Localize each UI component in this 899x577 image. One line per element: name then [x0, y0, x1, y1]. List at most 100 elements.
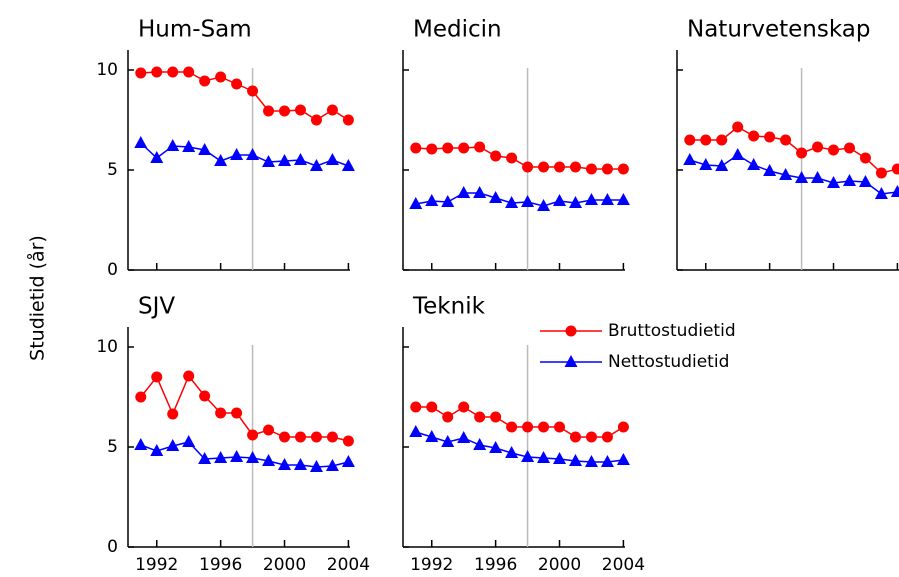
triangle-marker [341, 159, 355, 171]
circle-marker [585, 431, 597, 443]
circle-marker [458, 401, 470, 413]
triangle-marker [182, 435, 196, 447]
x-tick-label: 2004 [327, 555, 370, 575]
circle-marker [342, 114, 354, 126]
circle-marker [326, 431, 338, 443]
circle-marker [748, 130, 760, 142]
x-tick-label: 2000 [263, 555, 306, 575]
circle-marker [474, 141, 486, 153]
circle-marker [490, 150, 502, 162]
circle-marker [151, 66, 163, 78]
circle-marker [231, 78, 243, 90]
triangle-marker [214, 451, 228, 463]
circle-marker [522, 161, 534, 173]
circle-marker [617, 421, 629, 433]
circle-marker [458, 142, 470, 154]
circle-marker [442, 142, 454, 154]
triangle-marker [505, 196, 519, 208]
triangle-marker [811, 171, 825, 183]
series-line [140, 71, 349, 121]
circle-marker [294, 104, 306, 116]
triangle-marker [214, 154, 228, 166]
y-tick-label: 0 [107, 537, 118, 557]
panel-title: Teknik [412, 294, 486, 320]
triangle-marker [568, 454, 582, 466]
panel-title: Naturvetenskap [687, 17, 870, 43]
triangle-marker [230, 148, 244, 160]
circle-marker [522, 421, 534, 433]
x-tick-label: 1996 [199, 555, 242, 575]
circle-marker [410, 142, 422, 154]
x-tick-label: 1992 [410, 555, 453, 575]
circle-marker [215, 71, 227, 83]
circle-marker [199, 390, 211, 402]
triangle-marker [473, 438, 487, 450]
circle-marker [891, 163, 899, 175]
circle-marker [135, 391, 147, 403]
triangle-marker [278, 154, 292, 166]
triangle-marker [441, 435, 455, 447]
triangle-marker [521, 195, 535, 207]
circle-marker [263, 424, 275, 436]
y-axis-label: Studietid (år) [26, 235, 49, 361]
circle-marker [764, 131, 776, 143]
legend-label: Bruttostudietid [608, 321, 736, 341]
triangle-marker [521, 450, 535, 462]
y-tick-label: 5 [107, 160, 118, 180]
triangle-marker [150, 151, 164, 163]
triangle-marker [309, 159, 323, 171]
triangle-marker [134, 136, 148, 148]
triangle-marker [230, 450, 244, 462]
triangle-marker [584, 193, 598, 205]
circle-marker [342, 435, 354, 447]
circle-marker [326, 104, 338, 116]
circle-marker [199, 75, 211, 87]
circle-marker [310, 114, 322, 126]
triangle-marker [293, 458, 307, 470]
triangle-marker [166, 139, 180, 151]
circle-marker [426, 143, 438, 155]
circle-marker [247, 429, 259, 441]
x-tick-label: 2000 [538, 555, 581, 575]
circle-marker [167, 408, 179, 420]
x-tick-label: 2004 [602, 555, 645, 575]
circle-marker [279, 105, 291, 117]
circle-marker [859, 152, 871, 164]
circle-marker [538, 421, 550, 433]
triangle-marker [890, 185, 899, 197]
triangle-marker [262, 454, 276, 466]
triangle-marker [553, 194, 567, 206]
circle-marker [151, 371, 163, 383]
triangle-marker [425, 194, 439, 206]
triangle-marker [134, 438, 148, 450]
triangle-marker [731, 148, 745, 160]
circle-marker [569, 161, 581, 173]
triangle-marker [505, 446, 519, 458]
panel-title: SJV [138, 294, 175, 320]
triangle-marker [747, 158, 761, 170]
circle-marker [410, 401, 422, 413]
triangle-marker [198, 452, 212, 464]
triangle-marker [537, 451, 551, 463]
triangle-marker [246, 148, 260, 160]
triangle-marker [341, 455, 355, 467]
circle-marker [843, 142, 855, 154]
triangle-marker [827, 176, 841, 188]
circle-marker [716, 134, 728, 146]
circle-marker [780, 134, 792, 146]
panel-title: Hum-Sam [138, 17, 252, 43]
circle-marker [183, 66, 195, 78]
triangle-marker [489, 191, 503, 203]
triangle-marker [842, 174, 856, 186]
triangle-marker [715, 159, 729, 171]
legend-marker [564, 355, 578, 367]
triangle-marker [182, 140, 196, 152]
triangle-marker [616, 453, 630, 465]
triangle-marker [293, 153, 307, 165]
triangle-marker [489, 441, 503, 453]
series-line [140, 374, 349, 442]
circle-marker [231, 407, 243, 419]
circle-marker [294, 431, 306, 443]
triangle-marker [198, 143, 212, 155]
